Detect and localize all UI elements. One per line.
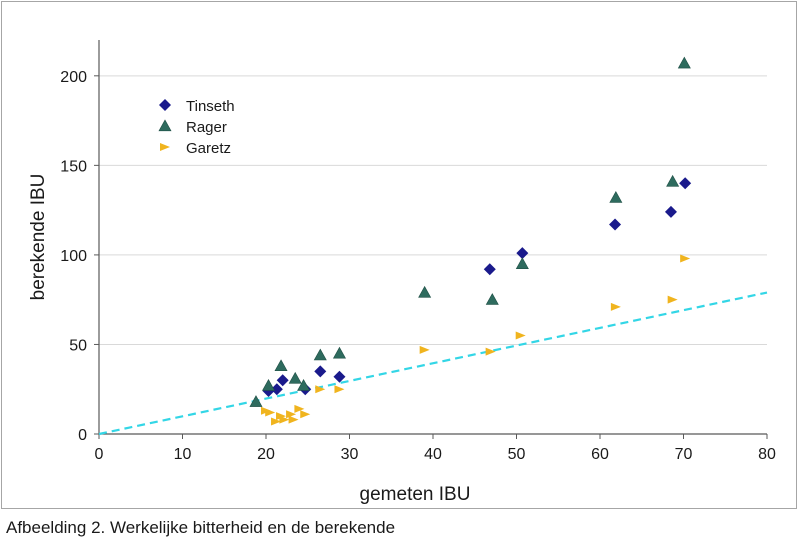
- legend-marker-garetz: [160, 143, 170, 151]
- y-tick-label-4: 200: [60, 69, 87, 86]
- x-tick-label-1: 10: [174, 446, 192, 463]
- point-rager-11: [666, 174, 680, 187]
- point-rager-9: [515, 257, 529, 269]
- point-rager-4: [297, 379, 311, 391]
- x-tick-label-2: 20: [257, 446, 275, 463]
- scatter-chart: 0 10 20 30 40 50 60 70 80 0 50 100 150 200 gemeten IBU…: [28, 40, 776, 505]
- x-tick-label-6: 60: [591, 446, 609, 463]
- legend-marker-tinseth: [159, 99, 171, 111]
- point-garetz-15: [667, 295, 678, 304]
- point-garetz-2: [271, 417, 282, 426]
- point-garetz-7: [294, 404, 305, 413]
- point-tinseth-2: [276, 374, 289, 387]
- legend-label-garetz: Garetz: [186, 140, 231, 157]
- y-tick-label-0: 0: [78, 427, 87, 444]
- point-tinseth-7: [516, 247, 529, 260]
- point-rager-0: [249, 395, 263, 407]
- x-axis-title: gemeten IBU: [360, 484, 471, 505]
- y-tick-label-1: 50: [69, 337, 87, 354]
- figure-frame: 0 10 20 30 40 50 60 70 80 0 50 100 150 200 gemeten IBU…: [1, 1, 797, 509]
- x-tick-label-7: 70: [675, 446, 693, 463]
- y-axis-title: berekende IBU: [28, 174, 49, 301]
- point-garetz-4: [279, 415, 290, 424]
- point-garetz-9: [315, 385, 326, 394]
- point-tinseth-10: [679, 177, 692, 190]
- point-garetz-6: [288, 415, 299, 424]
- point-tinseth-1: [270, 383, 283, 396]
- point-garetz-3: [276, 412, 287, 421]
- point-garetz-12: [485, 347, 496, 356]
- legend-label-tinseth: Tinseth: [186, 98, 235, 115]
- point-rager-6: [332, 346, 346, 359]
- point-rager-2: [274, 359, 288, 372]
- point-rager-3: [288, 371, 302, 384]
- point-garetz-11: [419, 345, 430, 354]
- point-garetz-1: [265, 408, 276, 417]
- x-tick-label-8: 80: [758, 446, 776, 463]
- point-garetz-14: [610, 302, 621, 311]
- point-rager-7: [418, 285, 432, 298]
- point-tinseth-8: [609, 218, 622, 231]
- point-garetz-8: [300, 410, 311, 419]
- point-garetz-10: [334, 385, 345, 394]
- point-rager-1: [261, 379, 276, 391]
- point-rager-12: [677, 56, 691, 69]
- x-tick-label-3: 30: [341, 446, 359, 463]
- figure-caption: Afbeelding 2. Werkelijke bitterheid en d…: [6, 518, 396, 537]
- point-rager-8: [485, 293, 499, 305]
- x-tick-label-0: 0: [95, 446, 104, 463]
- point-tinseth-5: [333, 370, 346, 383]
- point-tinseth-9: [664, 205, 677, 218]
- point-tinseth-6: [483, 263, 496, 276]
- y-tick-label-2: 100: [60, 248, 87, 265]
- y-tick-label-3: 150: [60, 158, 87, 175]
- point-rager-10: [609, 190, 623, 203]
- point-garetz-5: [286, 410, 297, 419]
- point-garetz-16: [680, 254, 691, 263]
- x-tick-label-5: 50: [508, 446, 526, 463]
- point-tinseth-4: [314, 365, 327, 378]
- legend-label-rager: Rager: [186, 119, 227, 136]
- legend-marker-rager: [158, 119, 172, 132]
- reference-line: [98, 291, 768, 436]
- point-garetz-13: [515, 331, 526, 340]
- point-rager-5: [313, 348, 327, 361]
- x-tick-label-4: 40: [424, 446, 442, 463]
- legend: Tinseth Rager Garetz: [158, 98, 235, 157]
